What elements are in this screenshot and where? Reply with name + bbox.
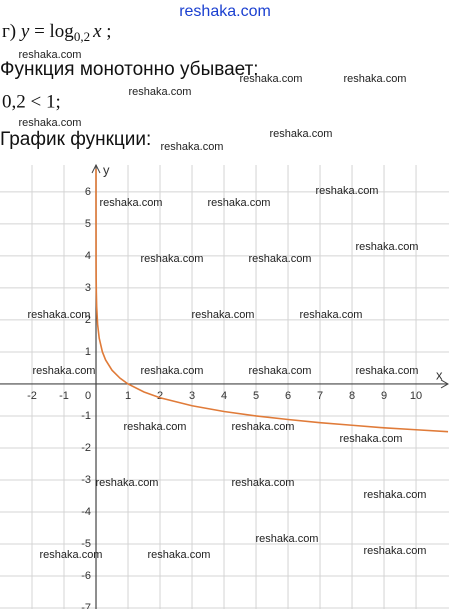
watermark: reshaka.com <box>356 241 419 253</box>
watermark: reshaka.com <box>356 365 419 377</box>
eq: = <box>34 21 45 42</box>
watermark: reshaka.com <box>316 185 379 197</box>
watermark: reshaka.com <box>270 128 333 140</box>
y-tick-label: 6 <box>85 186 91 198</box>
x-tick-label: -2 <box>27 390 37 402</box>
watermark: reshaka.com <box>240 73 303 85</box>
watermark: reshaka.com <box>344 73 407 85</box>
end: ; <box>106 21 111 42</box>
watermark: reshaka.com <box>364 545 427 557</box>
x-tick-label: 3 <box>189 390 195 402</box>
watermark: reshaka.com <box>28 309 91 321</box>
inequality: 0,2 < 1; <box>2 91 61 112</box>
statement: Функция монотонно убывает: <box>0 59 259 80</box>
watermarks: reshaka.com reshaka.com reshaka.com reshaka… <box>19 49 427 561</box>
site-header: reshaka.com <box>179 3 271 20</box>
y-tick-label: -6 <box>81 570 91 582</box>
x-tick-label: -1 <box>59 390 69 402</box>
x-tick-label: 7 <box>317 390 323 402</box>
x-tick-label: 6 <box>285 390 291 402</box>
watermark: reshaka.com <box>33 365 96 377</box>
graph-caption: График функции: <box>0 129 151 150</box>
watermark: reshaka.com <box>40 549 103 561</box>
arg: x <box>92 21 102 42</box>
watermark: reshaka.com <box>232 421 295 433</box>
func: log <box>50 21 75 42</box>
x-tick-label: 9 <box>381 390 387 402</box>
y-tick-label: -2 <box>81 442 91 454</box>
y-axis-label: y <box>103 162 110 177</box>
watermark: reshaka.com <box>300 309 363 321</box>
watermark: reshaka.com <box>124 421 187 433</box>
formula: г) y = log0,2 x ; <box>2 21 112 44</box>
y-tick-label: -1 <box>81 410 91 422</box>
y-tick-label: 1 <box>85 346 91 358</box>
watermark: reshaka.com <box>141 365 204 377</box>
y-tick-label: 2 <box>85 314 91 326</box>
y-tick-label: 4 <box>85 250 91 262</box>
watermark: reshaka.com <box>256 533 319 545</box>
watermark: reshaka.com <box>192 309 255 321</box>
x-axis-arrow <box>440 379 449 389</box>
base: 0,2 <box>74 29 90 44</box>
watermark: reshaka.com <box>19 49 82 61</box>
y-tick-label: -5 <box>81 538 91 550</box>
x-tick-label: 8 <box>349 390 355 402</box>
watermark: reshaka.com <box>208 197 271 209</box>
watermark: reshaka.com <box>19 117 82 129</box>
plot: -2 -1 0 1 2 3 4 5 6 7 8 9 10 -7 -6 -5 -4 -3 -2 -1 1 2 3 4 5 6 x y <box>0 162 449 609</box>
y-tick-label: 3 <box>85 282 91 294</box>
y-tick-label: -3 <box>81 474 91 486</box>
watermark: reshaka.com <box>249 253 312 265</box>
curve <box>95 168 449 433</box>
watermark: reshaka.com <box>96 477 159 489</box>
watermark: reshaka.com <box>100 197 163 209</box>
y-tick-label: -7 <box>81 602 91 609</box>
watermark: reshaka.com <box>161 141 224 153</box>
lhs: y <box>19 21 30 42</box>
watermark: reshaka.com <box>340 433 403 445</box>
watermark: reshaka.com <box>364 489 427 501</box>
y-tick-label: 5 <box>85 218 91 230</box>
watermark: reshaka.com <box>129 86 192 98</box>
x-tick-label: 2 <box>157 390 163 402</box>
watermark: reshaka.com <box>141 253 204 265</box>
x-axis-label: x <box>436 367 443 382</box>
y-axis-arrow <box>91 163 101 174</box>
prefix: г) <box>2 21 16 42</box>
y-tick-label: -4 <box>81 506 91 518</box>
watermark: reshaka.com <box>232 477 295 489</box>
x-tick-label: 1 <box>125 390 131 402</box>
watermark: reshaka.com <box>148 549 211 561</box>
x-tick-label: 5 <box>253 390 259 402</box>
x-tick-label: 0 <box>85 390 91 402</box>
x-tick-label: 4 <box>221 390 227 402</box>
x-tick-label: 10 <box>410 390 422 402</box>
watermark: reshaka.com <box>249 365 312 377</box>
